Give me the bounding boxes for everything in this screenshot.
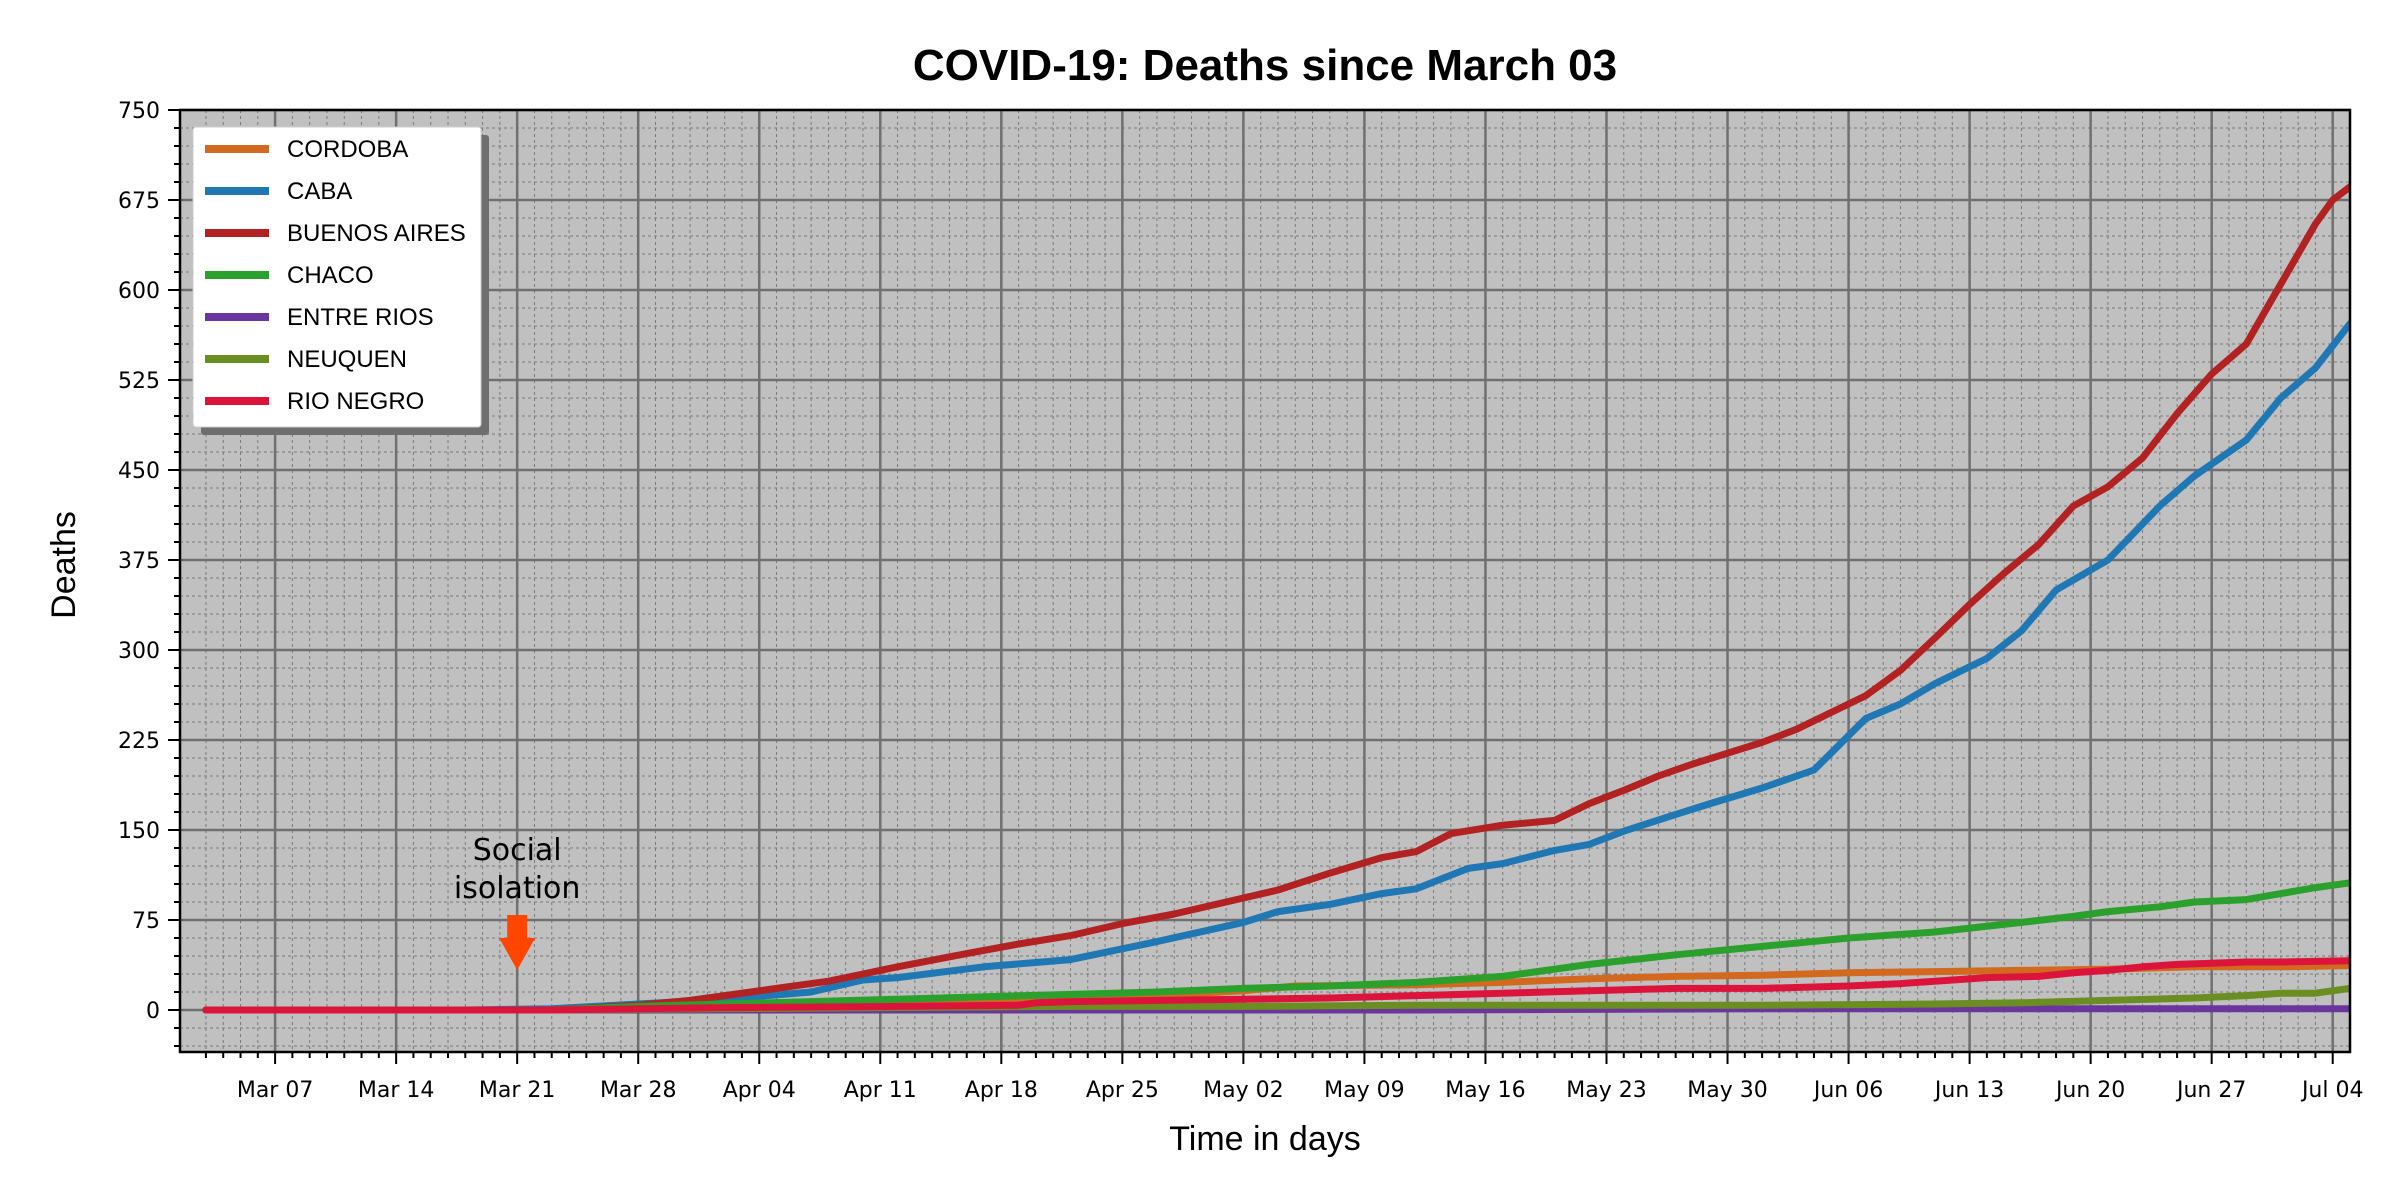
legend-label: RIO NEGRO bbox=[287, 388, 424, 415]
plot-frame bbox=[178, 108, 2352, 1054]
x-tick-label: Jun 13 bbox=[1933, 1078, 2004, 1103]
y-tick-label: 75 bbox=[132, 909, 160, 934]
plot-background bbox=[180, 110, 2350, 1052]
x-tick-label: May 02 bbox=[1203, 1078, 1283, 1103]
chart-title: COVID-19: Deaths since March 03 bbox=[913, 41, 1617, 90]
minor-grid bbox=[180, 110, 2350, 1052]
x-tick-label: May 30 bbox=[1687, 1078, 1767, 1103]
x-tick-label: Mar 14 bbox=[358, 1078, 435, 1103]
x-tick-label: Jun 27 bbox=[2175, 1078, 2246, 1103]
series-group bbox=[202, 183, 2350, 1014]
series-line bbox=[202, 183, 2350, 1014]
y-tick-label: 300 bbox=[118, 639, 160, 664]
y-tick-label: 375 bbox=[118, 549, 160, 574]
legend-label: CORDOBA bbox=[287, 136, 408, 163]
legend: CORDOBA CABA BUENOS AIRES CHACO ENTRE RIOS NE… bbox=[192, 126, 489, 435]
x-tick-label: Apr 18 bbox=[965, 1078, 1038, 1103]
y-tick-label: 525 bbox=[118, 369, 160, 394]
legend-label: CABA bbox=[287, 178, 352, 205]
x-tick-label: Apr 11 bbox=[844, 1078, 917, 1103]
y-tick-label: 675 bbox=[118, 189, 160, 214]
x-axis: Mar 07 Mar 14 Mar 21 Mar 28 Apr 04 Apr 11 Apr … bbox=[204, 1052, 2364, 1103]
legend-label: BUENOS AIRES bbox=[287, 220, 466, 247]
x-tick-label: Jun 06 bbox=[1812, 1078, 1883, 1103]
x-tick-label: Mar 21 bbox=[479, 1078, 556, 1103]
y-tick-label: 150 bbox=[118, 819, 160, 844]
series-line bbox=[202, 320, 2350, 1014]
x-tick-label: Apr 04 bbox=[723, 1078, 796, 1103]
legend-label: CHACO bbox=[287, 262, 374, 289]
x-tick-label: May 23 bbox=[1566, 1078, 1646, 1103]
y-axis: 0 75 150 225 300 375 450 525 600 675 750 bbox=[118, 99, 180, 1047]
annotation-text: isolation bbox=[454, 871, 581, 906]
annotation-text: Social bbox=[473, 833, 562, 868]
y-tick-label: 450 bbox=[118, 459, 160, 484]
x-tick-label: May 16 bbox=[1445, 1078, 1525, 1103]
y-tick-label: 0 bbox=[146, 999, 160, 1024]
x-tick-label: Apr 25 bbox=[1086, 1078, 1159, 1103]
y-axis-label: Deaths bbox=[45, 511, 83, 619]
x-tick-label: Mar 07 bbox=[237, 1078, 314, 1103]
down-arrow-icon bbox=[499, 915, 536, 970]
series-line bbox=[202, 879, 2350, 1014]
x-tick-label: May 09 bbox=[1324, 1078, 1404, 1103]
legend-label: ENTRE RIOS bbox=[287, 304, 434, 331]
series-line bbox=[202, 957, 2350, 1014]
legend-label: NEUQUEN bbox=[287, 346, 407, 373]
legend-box bbox=[192, 126, 482, 428]
x-tick-label: Jun 20 bbox=[2054, 1078, 2125, 1103]
y-tick-label: 225 bbox=[118, 729, 160, 754]
x-axis-label: Time in days bbox=[1169, 1120, 1360, 1158]
x-tick-label: Mar 28 bbox=[600, 1078, 677, 1103]
x-tick-label: Jul 04 bbox=[2300, 1078, 2364, 1103]
y-tick-label: 750 bbox=[118, 99, 160, 124]
y-tick-label: 600 bbox=[118, 279, 160, 304]
